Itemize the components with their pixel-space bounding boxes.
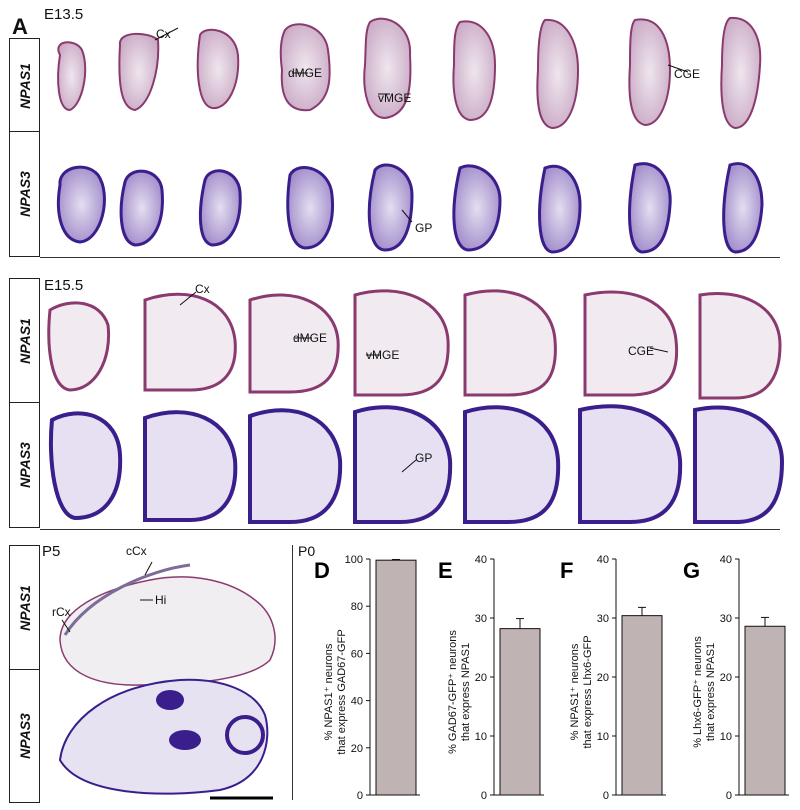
y-tick-label: 10 xyxy=(720,731,732,743)
y-tick-label: 20 xyxy=(597,672,609,684)
y-tick-label: 30 xyxy=(597,613,609,625)
y-tick-label: 0 xyxy=(357,790,363,802)
npas3-sections-row xyxy=(56,162,764,254)
divider-b xyxy=(40,529,780,530)
y-tick-label: 100 xyxy=(345,554,363,566)
divider-a xyxy=(40,257,780,258)
stage-label-c: P5 xyxy=(42,543,61,560)
npas3-sections-row xyxy=(48,404,785,524)
y-axis-label: % NPAS1⁺ neuronsthat express Lhx6-GFP xyxy=(569,635,594,748)
annot-b-gp: GP xyxy=(415,451,432,465)
y-axis-label: % Lhx6-GFP⁺ neuronsthat express NPAS1 xyxy=(692,636,717,748)
bar-chart-e: E 0 10 20 30 40 % GAD67-GFP⁺ neuronsthat expre… xyxy=(438,554,544,802)
annot-a-cx: Cx xyxy=(156,27,171,41)
annot-c-hi: Hi xyxy=(155,593,166,607)
y-tick-label: 20 xyxy=(475,672,487,684)
row-label-b-npas3: NPAS3 xyxy=(9,402,40,528)
y-tick-label: 40 xyxy=(597,554,609,566)
panel-letter-d: D xyxy=(314,558,330,583)
y-tick-label: 60 xyxy=(351,648,363,660)
panel-b-sections: Cx dMGE vMGE CGE GP xyxy=(47,282,785,524)
annot-a-vmge: vMGE xyxy=(378,91,411,105)
bar xyxy=(499,628,541,796)
row-label-b-npas1: NPAS1 xyxy=(9,278,40,404)
divider-c xyxy=(292,545,293,800)
bar xyxy=(744,625,786,796)
y-tick-label: 80 xyxy=(351,601,363,613)
y-tick-label: 0 xyxy=(481,790,487,802)
annot-b-dmge: dMGE xyxy=(293,331,327,345)
panel-letter-f: F xyxy=(560,558,573,583)
y-tick-label: 40 xyxy=(720,554,732,566)
y-tick-label: 0 xyxy=(603,790,609,802)
y-tick-label: 30 xyxy=(720,613,732,625)
row-label-c-npas1: NPAS1 xyxy=(9,545,40,671)
row-label-c-npas3: NPAS3 xyxy=(9,669,40,803)
stage-label-a: E13.5 xyxy=(44,6,84,23)
annot-b-cge: CGE xyxy=(628,344,654,358)
annot-a-gp: GP xyxy=(415,221,432,235)
panel-letter-g: G xyxy=(683,558,700,583)
panel-c-sagittal: cCx rCx Hi xyxy=(52,544,276,800)
y-tick-label: 30 xyxy=(475,613,487,625)
npas1-sections-row xyxy=(47,289,782,400)
bar-chart-g: G 0 10 20 30 40 % Lhx6-GFP⁺ neuronsthat expres… xyxy=(683,554,789,802)
y-tick-label: 20 xyxy=(720,672,732,684)
bar xyxy=(621,615,663,796)
npas3-sagittal-section xyxy=(58,678,269,795)
y-tick-label: 40 xyxy=(475,554,487,566)
bar-chart-f: F 0 10 20 30 40 % NPAS1⁺ neuronsthat express L… xyxy=(560,554,666,802)
y-tick-label: 40 xyxy=(351,696,363,708)
annot-c-rcx: rCx xyxy=(52,605,71,619)
stage-label-b: E15.5 xyxy=(44,277,84,294)
annot-b-cx: Cx xyxy=(195,282,210,296)
bar-chart-d: D 0 20 40 60 80 100 % NPAS1⁺ neuronsthat expres… xyxy=(314,554,420,802)
annot-b-vmge: vMGE xyxy=(366,348,399,362)
y-tick-label: 10 xyxy=(597,731,609,743)
panel-a-sections: Cx dMGE vMGE CGE GP xyxy=(56,16,764,254)
npas1-sagittal-section xyxy=(59,576,276,686)
label-p0: P0 xyxy=(298,543,316,559)
bar xyxy=(375,559,417,796)
panel-letter-a: A xyxy=(12,14,28,39)
y-axis-label: % NPAS1⁺ neuronsthat express GAD67-GFP xyxy=(323,629,348,754)
y-tick-label: 0 xyxy=(726,790,732,802)
row-label-a-npas1: NPAS1 xyxy=(9,38,40,133)
annot-a-dmge: dMGE xyxy=(288,66,322,80)
annot-a-cge: CGE xyxy=(674,67,700,81)
annot-c-ccx: cCx xyxy=(126,544,147,558)
y-tick-label: 10 xyxy=(475,731,487,743)
y-tick-label: 20 xyxy=(351,743,363,755)
npas1-sections-row xyxy=(57,16,762,130)
panel-letter-e: E xyxy=(438,558,453,583)
row-label-a-npas3: NPAS3 xyxy=(9,131,40,257)
y-axis-label: % GAD67-GFP⁺ neuronsthat express NPAS1 xyxy=(447,630,472,754)
